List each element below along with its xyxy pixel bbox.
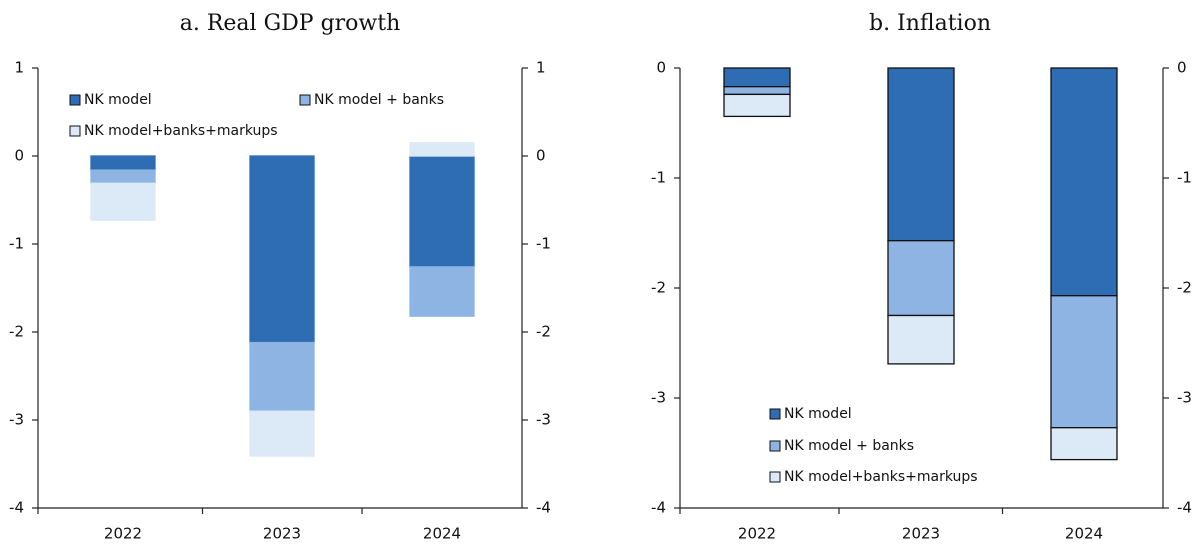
legend-label: NK model + banks	[314, 92, 444, 108]
x-tick-label: 2023	[902, 525, 940, 543]
bar-segment	[90, 182, 156, 221]
y-tick-label-right: -2	[536, 323, 551, 341]
x-tick-label: 2024	[1065, 525, 1103, 543]
y-tick-label: -4	[651, 499, 666, 517]
y-tick-label-right: -3	[1177, 389, 1192, 407]
bar-segment	[887, 67, 955, 242]
y-tick-label-right: -3	[536, 411, 551, 429]
y-tick-label-right: -1	[536, 235, 551, 253]
chart-title: a. Real GDP growth	[180, 11, 401, 36]
bar-segment	[723, 93, 791, 118]
bar-segment	[723, 86, 791, 96]
y-tick-label-right: 0	[536, 147, 546, 165]
bar-segment	[723, 67, 791, 88]
x-tick-label: 2023	[263, 525, 301, 543]
legend-label: NK model+banks+markups	[84, 123, 278, 139]
chart-title: b. Inflation	[869, 11, 991, 36]
bar-segment	[249, 155, 315, 344]
y-tick-label-right: -2	[1177, 279, 1192, 297]
legend-swatch	[769, 408, 781, 420]
y-tick-label-right: -4	[1177, 499, 1192, 517]
x-tick-label: 2024	[423, 525, 461, 543]
bar-segment	[1050, 295, 1118, 429]
y-tick-label: 1	[14, 59, 24, 77]
bar-segment	[249, 410, 315, 457]
y-tick-label-right: -1	[1177, 169, 1192, 187]
legend-swatch	[299, 94, 311, 106]
legend-label: NK model+banks+markups	[784, 469, 978, 485]
legend-swatch	[69, 94, 81, 106]
bar-segment	[409, 142, 475, 157]
y-tick-label: -1	[9, 235, 24, 253]
bar-segment	[90, 169, 156, 184]
y-tick-label-right: 0	[1177, 59, 1187, 77]
legend-label: NK model	[784, 406, 852, 422]
x-tick-label: 2022	[738, 525, 776, 543]
y-tick-label: -2	[651, 279, 666, 297]
y-tick-label-right: 1	[536, 59, 546, 77]
y-tick-label: -1	[651, 169, 666, 187]
x-tick-label: 2022	[104, 525, 142, 543]
legend-swatch	[769, 440, 781, 452]
legend-swatch	[69, 125, 81, 137]
bar-segment	[887, 240, 955, 317]
y-tick-label: -3	[651, 389, 666, 407]
bar-segment	[409, 266, 475, 317]
bar-segment	[1050, 427, 1118, 461]
y-tick-label: -2	[9, 323, 24, 341]
bar-segment	[1050, 67, 1118, 297]
bar-segment	[90, 155, 156, 171]
bar-segment	[249, 341, 315, 412]
legend-label: NK model	[84, 92, 152, 108]
y-tick-label: -4	[9, 499, 24, 517]
legend-swatch	[769, 471, 781, 483]
y-tick-label-right: -4	[536, 499, 551, 517]
legend-label: NK model + banks	[784, 438, 914, 454]
bar-segment	[887, 314, 955, 365]
y-tick-label: 0	[14, 147, 24, 165]
y-tick-label: -3	[9, 411, 24, 429]
y-tick-label: 0	[656, 59, 666, 77]
bar-segment	[409, 155, 475, 268]
